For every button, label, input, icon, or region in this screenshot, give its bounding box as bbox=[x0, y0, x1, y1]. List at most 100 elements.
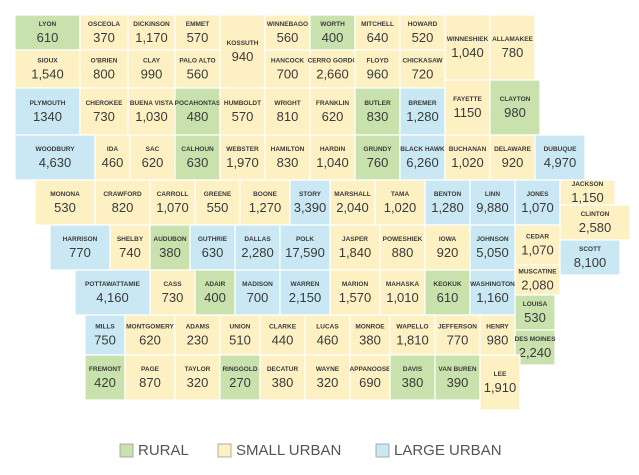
county-value: 560 bbox=[277, 30, 299, 45]
county bbox=[264, 87, 311, 136]
county-name: DUBUQUE bbox=[544, 146, 578, 153]
county-name: KOSSUTH bbox=[227, 40, 259, 47]
county-name: JOHNSON bbox=[476, 236, 508, 243]
county-value: 380 bbox=[159, 245, 181, 260]
county-name: HANCOCK bbox=[271, 58, 305, 65]
legend-swatch bbox=[217, 443, 232, 458]
county-value: 560 bbox=[187, 66, 209, 81]
county-value: 700 bbox=[277, 66, 299, 81]
county-name: HARRISON bbox=[63, 236, 98, 243]
county-name: JONES bbox=[526, 191, 549, 198]
county-name: GRUNDY bbox=[363, 146, 392, 153]
county bbox=[399, 87, 446, 136]
county-value: 480 bbox=[187, 109, 209, 124]
county-value: 920 bbox=[502, 155, 524, 170]
county bbox=[174, 314, 221, 356]
county bbox=[309, 134, 356, 181]
county bbox=[424, 179, 471, 226]
county bbox=[309, 87, 356, 136]
county-name: JACKSON bbox=[572, 181, 604, 188]
legend-label: LARGE URBAN bbox=[394, 442, 502, 459]
county-value: 990 bbox=[141, 66, 163, 81]
county-name: CHEROKEE bbox=[86, 100, 124, 107]
county bbox=[489, 79, 541, 136]
county-value: 690 bbox=[359, 375, 381, 390]
county bbox=[329, 224, 381, 271]
county-name: CARROLL bbox=[157, 191, 189, 198]
county-value: 620 bbox=[142, 155, 164, 170]
county bbox=[219, 354, 261, 401]
county bbox=[79, 87, 129, 136]
county-value: 1,840 bbox=[339, 245, 372, 260]
county-name: WASHINGTON bbox=[470, 281, 515, 288]
legend-label: RURAL bbox=[138, 442, 189, 459]
county-value: 870 bbox=[139, 375, 161, 390]
county-name: BREMER bbox=[408, 100, 436, 107]
county bbox=[264, 134, 311, 181]
county-value: 420 bbox=[94, 375, 116, 390]
county-name: HARDIN bbox=[320, 146, 346, 153]
county-name: LOUISA bbox=[523, 301, 548, 308]
county-name: MAHASKA bbox=[386, 281, 420, 288]
county-value: 1,040 bbox=[316, 155, 349, 170]
county bbox=[259, 354, 306, 401]
county bbox=[349, 314, 391, 356]
county bbox=[489, 14, 536, 81]
county-value: 2,150 bbox=[289, 290, 322, 305]
county-name: SAC bbox=[146, 146, 160, 153]
county-value: 920 bbox=[437, 245, 459, 260]
county-value: 1,150 bbox=[571, 190, 604, 205]
county-value: 1,540 bbox=[31, 66, 64, 81]
county-value: 8,100 bbox=[574, 255, 607, 270]
county-value: 6,260 bbox=[406, 155, 439, 170]
county-name: AUDUBON bbox=[153, 236, 187, 243]
county-value: 610 bbox=[437, 290, 459, 305]
county-name: SCOTT bbox=[579, 246, 601, 253]
county-value: 620 bbox=[322, 109, 344, 124]
county-name: FREMONT bbox=[89, 366, 121, 373]
county-name: EMMET bbox=[186, 21, 210, 28]
county-name: JASPER bbox=[342, 236, 368, 243]
county-name: DECATUR bbox=[267, 366, 299, 373]
county bbox=[149, 269, 196, 316]
county-value: 730 bbox=[93, 109, 115, 124]
county-value: 1,280 bbox=[406, 109, 439, 124]
county bbox=[304, 354, 351, 401]
county-value: 2,080 bbox=[521, 277, 554, 292]
county-value: 810 bbox=[277, 109, 299, 124]
county bbox=[354, 49, 401, 89]
county-name: DALLAS bbox=[244, 236, 271, 243]
county-name: SHELBY bbox=[117, 236, 144, 243]
county-value: 830 bbox=[277, 155, 299, 170]
county-name: CASS bbox=[163, 281, 182, 288]
county-name: GREENE bbox=[204, 191, 232, 198]
county bbox=[349, 354, 391, 401]
county bbox=[194, 179, 241, 226]
county-name: FLOYD bbox=[366, 58, 388, 65]
county-name: CRAWFORD bbox=[103, 191, 142, 198]
county-name: CLAYTON bbox=[500, 96, 531, 103]
county bbox=[279, 269, 331, 316]
county-name: WAPELLO bbox=[396, 324, 428, 331]
county-value: 4,160 bbox=[96, 290, 129, 305]
county bbox=[534, 134, 586, 181]
county-name: LEE bbox=[494, 371, 507, 378]
county-name: WARREN bbox=[291, 281, 320, 288]
county bbox=[14, 87, 81, 136]
county-name: WORTH bbox=[320, 21, 345, 28]
county-value: 4,970 bbox=[544, 155, 577, 170]
county bbox=[174, 354, 221, 401]
county-name: OSCEOLA bbox=[88, 21, 120, 28]
county bbox=[74, 269, 151, 316]
county-value: 770 bbox=[69, 245, 91, 260]
county-name: O'BRIEN bbox=[91, 58, 118, 65]
county-value: 1,970 bbox=[226, 155, 259, 170]
legend-swatch bbox=[375, 443, 390, 458]
county-value: 1,020 bbox=[384, 200, 417, 215]
county bbox=[354, 87, 401, 136]
county-value: 730 bbox=[162, 290, 184, 305]
county-value: 550 bbox=[207, 200, 229, 215]
county-value: 960 bbox=[367, 66, 389, 81]
county-value: 1,010 bbox=[386, 290, 419, 305]
